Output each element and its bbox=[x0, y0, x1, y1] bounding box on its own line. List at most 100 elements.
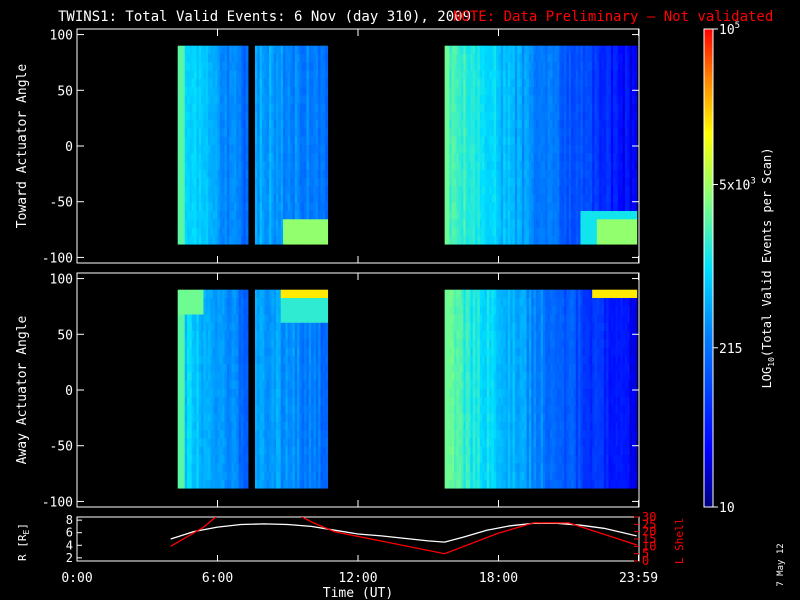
heatmap-cell bbox=[243, 78, 247, 88]
heatmap-cell bbox=[468, 136, 471, 146]
heatmap-cell bbox=[479, 177, 483, 187]
heatmap-column bbox=[531, 45, 535, 245]
heatmap-cell bbox=[561, 95, 565, 105]
heatmap-cell bbox=[231, 339, 235, 349]
heatmap-cell bbox=[198, 194, 202, 204]
heatmap-cell bbox=[493, 194, 497, 204]
heatmap-cell bbox=[613, 53, 617, 63]
heatmap-cell bbox=[271, 413, 275, 423]
heatmap-cell bbox=[238, 53, 242, 63]
heatmap-cell bbox=[187, 177, 190, 187]
heatmap-cell bbox=[550, 186, 553, 195]
heatmap-cell bbox=[472, 78, 476, 88]
heatmap-cell bbox=[528, 70, 532, 80]
heatmap-cell bbox=[320, 70, 324, 80]
heatmap-cell bbox=[564, 120, 567, 129]
heatmap-cell bbox=[259, 322, 263, 332]
heatmap-cell bbox=[451, 45, 455, 55]
heatmap-cell bbox=[301, 446, 305, 456]
heatmap-cell bbox=[182, 479, 186, 489]
heatmap-cell bbox=[304, 405, 307, 415]
heatmap-cell bbox=[233, 438, 237, 448]
heatmap-cell bbox=[266, 289, 270, 299]
heatmap-cell bbox=[219, 103, 223, 113]
heatmap-cell bbox=[259, 53, 263, 63]
heatmap-cell bbox=[198, 405, 202, 415]
heatmap-cell bbox=[304, 219, 307, 229]
heatmap-cell bbox=[280, 169, 284, 179]
heatmap-cell bbox=[568, 144, 572, 154]
heatmap-cell bbox=[245, 314, 249, 324]
heatmap-cell bbox=[210, 372, 214, 382]
heatmap-cell bbox=[257, 120, 261, 129]
heatmap-cell bbox=[233, 227, 237, 237]
heatmap-cell bbox=[290, 322, 293, 332]
heatmap-cell bbox=[210, 103, 214, 113]
heatmap-cell bbox=[231, 355, 235, 365]
heatmap-cell bbox=[203, 219, 207, 229]
heatmap-cell bbox=[196, 211, 200, 220]
heatmap-cell bbox=[240, 161, 244, 171]
heatmap-cell bbox=[571, 45, 574, 55]
heatmap-cell bbox=[212, 372, 216, 382]
heatmap-cell bbox=[210, 177, 214, 187]
heatmap-cell bbox=[615, 153, 619, 162]
heatmap-cell bbox=[547, 70, 551, 80]
heatmap-cell bbox=[627, 103, 631, 113]
heatmap-cell bbox=[271, 430, 275, 439]
heatmap-cell bbox=[568, 95, 572, 105]
heatmap-cell bbox=[240, 314, 244, 324]
heatmap-cell bbox=[559, 103, 563, 113]
heatmap-cell bbox=[592, 95, 596, 105]
heatmap-cell bbox=[283, 314, 286, 324]
heatmap-cell bbox=[226, 297, 230, 307]
heatmap-cell bbox=[273, 211, 277, 220]
heatmap-cell bbox=[620, 161, 624, 171]
heatmap-cell bbox=[517, 144, 521, 154]
heatmap-cell bbox=[582, 45, 586, 55]
heatmap-cell bbox=[222, 177, 226, 187]
heatmap-cell bbox=[484, 53, 488, 63]
heatmap-cell bbox=[283, 120, 286, 129]
heatmap-cell bbox=[465, 211, 469, 220]
heatmap-cell bbox=[477, 128, 481, 138]
heatmap-column bbox=[240, 45, 244, 245]
heatmap-cell bbox=[182, 405, 186, 415]
heatmap-cell bbox=[325, 136, 329, 146]
heatmap-cell bbox=[182, 322, 186, 332]
heatmap-cell bbox=[261, 161, 265, 171]
heatmap-cell bbox=[526, 95, 530, 105]
heatmap-cell bbox=[259, 87, 263, 96]
heatmap-cell bbox=[184, 78, 188, 88]
heatmap-cell bbox=[475, 103, 478, 113]
heatmap-cell bbox=[449, 53, 453, 63]
heatmap-cell bbox=[503, 202, 507, 212]
heatmap-cell bbox=[261, 153, 265, 162]
heatmap-cell bbox=[191, 177, 195, 187]
heatmap-column bbox=[608, 45, 612, 245]
heatmap-cell bbox=[489, 202, 492, 212]
heatmap-cell bbox=[606, 169, 610, 179]
heatmap-cell bbox=[582, 186, 586, 195]
heatmap-cell bbox=[224, 53, 228, 63]
heatmap-cell bbox=[196, 322, 200, 332]
heatmap-cell bbox=[198, 70, 202, 80]
heatmap-cell bbox=[259, 355, 263, 365]
heatmap-cell bbox=[496, 202, 499, 212]
heatmap-cell bbox=[606, 153, 610, 162]
heatmap-cell bbox=[297, 144, 300, 154]
heatmap-cell bbox=[261, 438, 265, 448]
heatmap-cell bbox=[273, 446, 277, 456]
heatmap-cell bbox=[489, 45, 492, 55]
heatmap-cell bbox=[547, 103, 551, 113]
heatmap-cell bbox=[306, 153, 310, 162]
heatmap-cell bbox=[521, 169, 525, 179]
heatmap-cell bbox=[451, 53, 455, 63]
heatmap-cell bbox=[311, 397, 315, 406]
heatmap-cell bbox=[498, 194, 502, 204]
heatmap-cell bbox=[568, 128, 572, 138]
heatmap-cell bbox=[180, 45, 183, 55]
heatmap-cell bbox=[531, 62, 535, 71]
heatmap-cell bbox=[259, 45, 263, 55]
heatmap-cell bbox=[589, 211, 593, 220]
